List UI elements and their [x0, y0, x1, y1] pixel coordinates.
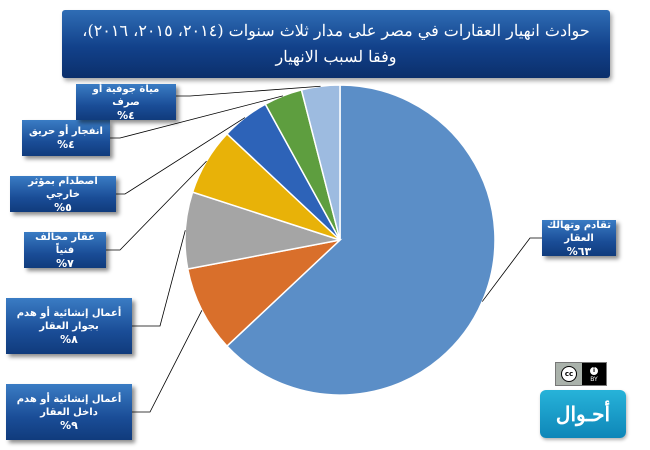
data-label-value: ٧% — [56, 256, 74, 270]
data-label-category: أعمال إنشائية أو هدم داخل العقار — [16, 393, 122, 418]
data-label-category: اصطدام بمؤثر خارجي — [28, 175, 98, 200]
leader-line — [481, 237, 542, 302]
data-label-value: ٩% — [60, 418, 78, 432]
data-label-category: أعمال إنشائية أو هدم بجوار العقار — [16, 307, 122, 332]
leader-line — [110, 95, 284, 139]
chart-title-line-2: وفقا لسبب الانهيار — [275, 47, 397, 66]
pie-slice — [186, 238, 343, 348]
leader-line — [132, 230, 186, 327]
data-label-technical-violation: عقار مخالف فنياً ٧% — [24, 231, 106, 270]
data-label-category: انفجار أو حريق — [29, 126, 103, 137]
data-label-value: ٤% — [117, 108, 135, 122]
leader-line — [176, 85, 321, 97]
attribution-icon: i BY — [582, 363, 606, 385]
data-label-construction-adjacent: أعمال إنشائية أو هدم بجوار العقار ٨% — [6, 298, 132, 354]
data-label-construction-inside: أعمال إنشائية أو هدم داخل العقار ٩% — [6, 384, 132, 440]
chart-title-line-1: حوادث انهيار العقارات في مصر على مدار ثل… — [82, 21, 590, 40]
leader-line — [106, 160, 207, 251]
data-label-value: ٨% — [60, 332, 78, 346]
data-label-category: تقادم وتهالك العقار — [546, 219, 612, 244]
data-label-value: ٤% — [57, 138, 75, 151]
chart-title-banner: حوادث انهيار العقارات في مصر على مدار ثل… — [62, 10, 610, 78]
data-label-category: مياة جوفية أو صرف — [92, 83, 160, 108]
data-label-groundwater-sewage: مياة جوفية أو صرف ٤% — [76, 83, 176, 122]
site-logo: أحـوال — [540, 390, 626, 438]
data-label-deterioration: تقادم وتهالك العقار ٦٣% — [542, 219, 616, 258]
cc-icon: cc — [556, 363, 582, 385]
leader-line — [116, 117, 246, 195]
leader-line — [132, 310, 203, 413]
data-label-value: ٥% — [54, 200, 72, 214]
data-label-category: عقار مخالف فنياً — [35, 231, 95, 256]
data-label-external-impact: اصطدام بمؤثر خارجي ٥% — [10, 175, 116, 214]
site-logo-text: أحـوال — [555, 402, 611, 426]
data-label-explosion-fire: انفجار أو حريق ٤% — [22, 120, 110, 156]
data-label-value: ٦٣% — [566, 244, 592, 258]
creative-commons-badge: cc i BY — [555, 362, 607, 386]
